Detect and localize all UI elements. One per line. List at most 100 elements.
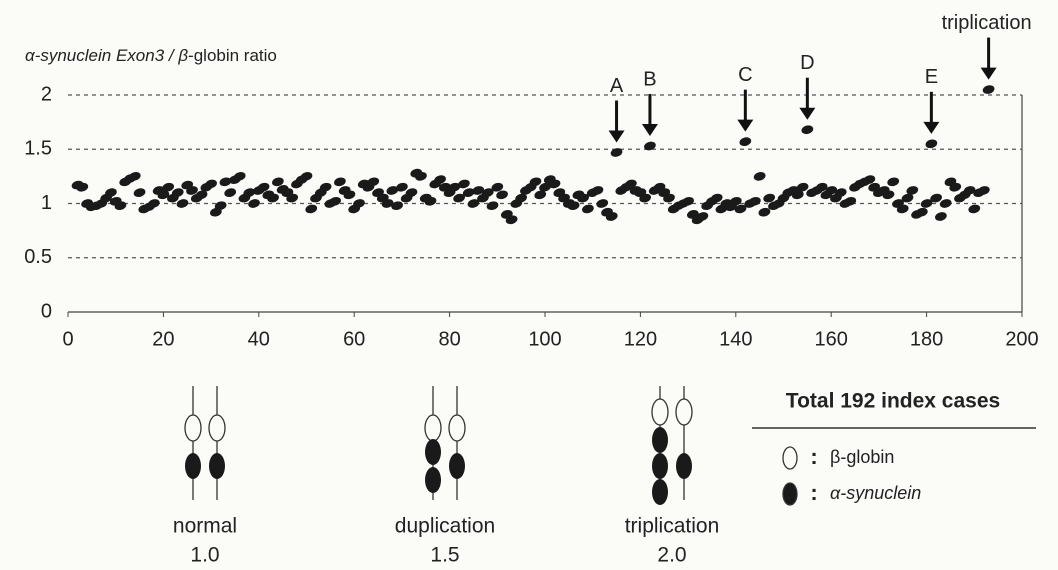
data-point [887,177,900,187]
alpha-synuclein [425,439,441,465]
data-point [539,182,551,192]
data-point [128,172,141,181]
data-point [791,190,804,200]
data-point [644,141,656,151]
data-point [582,204,594,214]
data-point [763,193,776,203]
data-point [391,201,404,211]
data-point [467,199,480,208]
annotation-label: A [610,75,624,97]
legend-title: Total 192 index cases [786,390,1000,413]
legend-symbol [782,482,798,506]
y-tick-label: 0.5 [24,246,52,268]
alpha-synuclein [652,427,668,453]
x-tick-label: 200 [1005,328,1038,350]
x-tick-label: 40 [248,328,270,350]
data-point [982,85,995,94]
data-point [496,190,508,200]
data-point [906,186,919,195]
data-point [381,199,394,208]
data-point [133,188,146,197]
data-point [920,199,933,208]
data-point [343,190,356,200]
data-point [157,190,170,200]
data-point [105,188,117,197]
beta-globin [424,414,442,442]
data-point [610,148,623,157]
legend-separator: : [810,444,817,469]
data-point [472,186,485,195]
data-point [114,201,127,211]
data-point [367,177,380,187]
data-point [76,182,89,192]
data-point [596,199,609,208]
data-point [462,188,475,197]
data-point [162,182,175,192]
annotation-arrowhead [608,130,625,143]
annotation-label: E [925,66,938,88]
alpha-synuclein [652,479,668,505]
data-point [415,172,427,181]
data-point [915,207,928,217]
data-point [710,193,723,203]
data-point [219,177,232,187]
x-tick-label: 0 [62,328,73,350]
annotation-arrowhead [923,121,940,134]
x-tick-label: 60 [343,328,365,350]
data-point [424,196,437,206]
data-point [834,188,847,197]
data-point [930,193,943,203]
item-label: triplication [625,515,720,538]
data-point [901,193,914,203]
data-point [233,172,246,181]
data-point [453,193,466,203]
data-point [801,125,814,135]
data-point [319,182,332,192]
data-point [491,182,504,192]
data-point [748,196,761,206]
y-tick-label: 2 [41,83,52,105]
data-point [605,212,618,221]
data-point [825,186,838,195]
annotation-arrowhead [980,67,997,80]
data-point [209,207,222,217]
data-point [248,199,260,208]
data-point [591,186,604,195]
data-point [300,172,313,181]
data-point [682,196,694,206]
data-point [696,212,709,221]
data-point [267,193,280,203]
data-point [548,179,561,189]
data-point [663,193,675,203]
data-point [171,188,184,197]
data-point [353,199,365,208]
item-label: normal [173,515,237,538]
alpha-synuclein [185,453,201,479]
data-point [639,193,652,203]
data-point [734,204,747,214]
annotation-label: B [643,68,656,90]
alpha-synuclein [425,467,441,493]
annotation-label: triplication [942,12,1032,34]
data-point [176,199,189,208]
data-point [271,177,284,187]
data-point [333,177,346,187]
annotation-label: D [800,52,814,74]
data-point [925,139,938,149]
data-point [195,190,208,200]
y-axis-title-part: -globin ratio [188,46,277,65]
data-point [386,186,399,195]
item-ratio: 2.0 [657,544,686,567]
y-tick-label: 1.5 [24,138,52,160]
data-point [396,182,408,192]
data-point [186,186,198,195]
data-point [729,196,742,206]
data-point [577,193,590,203]
x-tick-label: 140 [719,328,752,350]
data-point [863,175,876,184]
data-point [935,212,947,221]
data-point [257,182,270,192]
data-point [939,199,952,208]
alpha-synuclein [652,453,668,479]
